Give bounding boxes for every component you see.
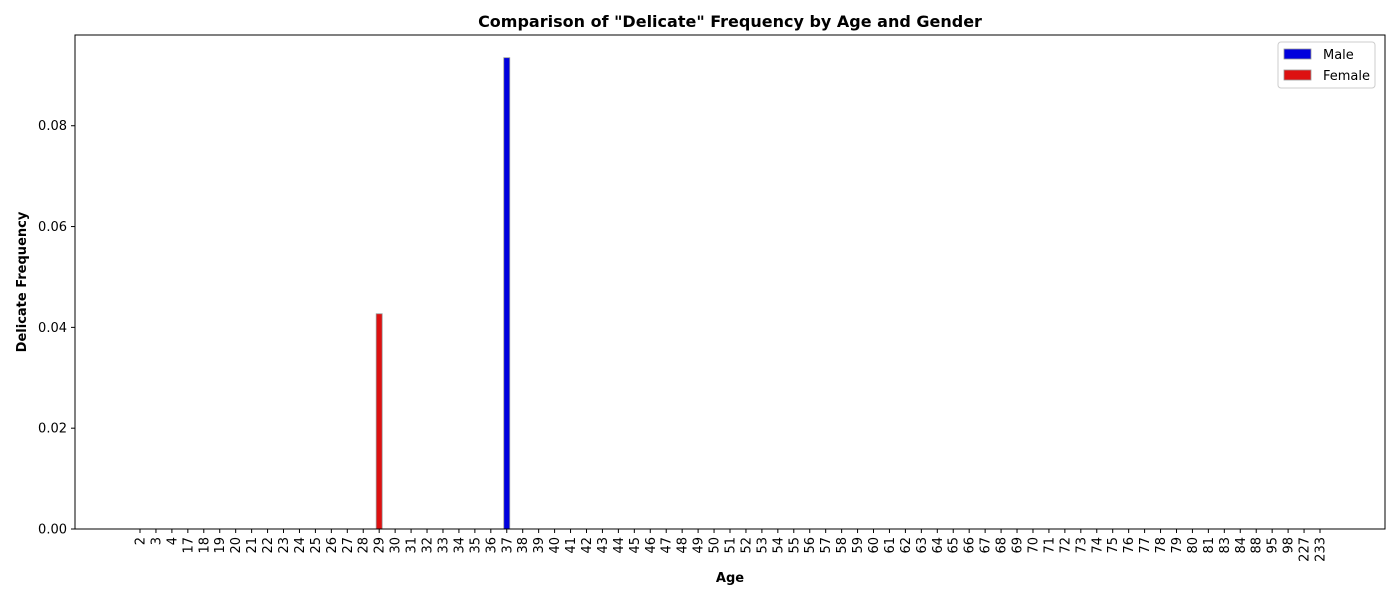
legend-swatch-male bbox=[1283, 48, 1312, 60]
x-tick-label: 66 bbox=[963, 537, 978, 554]
x-tick-label: 233 bbox=[1314, 537, 1329, 562]
x-tick-label: 47 bbox=[660, 537, 675, 554]
x-tick-label: 55 bbox=[787, 537, 802, 554]
x-tick-label: 38 bbox=[516, 537, 531, 554]
x-tick-label: 2 bbox=[134, 537, 149, 545]
x-axis-label: Age bbox=[716, 571, 744, 586]
legend-label-male: Male bbox=[1323, 48, 1354, 63]
x-tick-label: 33 bbox=[436, 537, 451, 554]
x-tick-label: 81 bbox=[1202, 537, 1217, 554]
x-tick-label: 61 bbox=[883, 537, 898, 554]
x-tick-label: 21 bbox=[245, 537, 260, 554]
x-tick-label: 84 bbox=[1234, 537, 1249, 554]
x-tick-label: 53 bbox=[755, 537, 770, 554]
x-tick-label: 18 bbox=[197, 537, 212, 554]
x-tick-label: 72 bbox=[1058, 537, 1073, 554]
x-tick-label: 3 bbox=[149, 537, 164, 545]
x-tick-label: 70 bbox=[1026, 537, 1041, 554]
x-tick-label: 78 bbox=[1154, 537, 1169, 554]
x-tick-label: 227 bbox=[1298, 537, 1313, 562]
y-tick-label: 0.00 bbox=[38, 523, 67, 538]
x-tick-label: 35 bbox=[468, 537, 483, 554]
x-tick-label: 51 bbox=[724, 537, 739, 554]
x-tick-label: 24 bbox=[293, 537, 308, 554]
x-tick-label: 58 bbox=[835, 537, 850, 554]
x-tick-label: 98 bbox=[1282, 537, 1297, 554]
x-tick-label: 64 bbox=[931, 537, 946, 554]
x-tick-label: 76 bbox=[1122, 537, 1137, 554]
x-tick-label: 77 bbox=[1138, 537, 1153, 554]
x-tick-label: 43 bbox=[596, 537, 611, 554]
x-tick-label: 95 bbox=[1266, 537, 1281, 554]
x-tick-label: 63 bbox=[915, 537, 930, 554]
plot-area: 0.000.020.040.060.082 3 4 17 18 19 20 21 22 23 24 2… bbox=[38, 34, 1386, 562]
x-tick-label: 57 bbox=[819, 537, 834, 554]
x-tick-label: 65 bbox=[947, 537, 962, 554]
legend-swatch-female bbox=[1283, 69, 1312, 81]
plot-frame bbox=[74, 34, 1386, 530]
x-tick-label: 80 bbox=[1186, 537, 1201, 554]
y-tick-label: 0.04 bbox=[38, 321, 67, 336]
x-tick-label: 40 bbox=[548, 537, 563, 554]
x-tick-label: 44 bbox=[612, 537, 627, 554]
x-tick-label: 41 bbox=[564, 537, 579, 554]
x-tick-label: 74 bbox=[1090, 537, 1105, 554]
x-tick-label: 59 bbox=[851, 537, 866, 554]
x-tick-label: 4 bbox=[165, 537, 180, 545]
y-tick-label: 0.06 bbox=[38, 220, 67, 235]
x-tick-label: 62 bbox=[899, 537, 914, 554]
x-tick-label: 48 bbox=[676, 537, 691, 554]
x-tick-label: 25 bbox=[309, 537, 324, 554]
x-tick-label: 32 bbox=[421, 537, 436, 554]
legend-label-female: Female bbox=[1323, 69, 1370, 84]
x-tick-label: 28 bbox=[357, 537, 372, 554]
x-tick-label: 45 bbox=[628, 537, 643, 554]
x-tick-label: 39 bbox=[532, 537, 547, 554]
y-axis-label: Delicate Frequency bbox=[15, 211, 30, 352]
bar-male-37 bbox=[503, 57, 511, 530]
x-tick-label: 46 bbox=[644, 537, 659, 554]
x-tick-label: 17 bbox=[181, 537, 196, 554]
x-tick-label: 23 bbox=[277, 537, 292, 554]
chart-title: Comparison of "Delicate" Frequency by Ag… bbox=[478, 12, 982, 31]
x-tick-label: 71 bbox=[1042, 537, 1057, 554]
x-tick-label: 30 bbox=[389, 537, 404, 554]
x-tick-label: 29 bbox=[373, 537, 388, 554]
x-tick-label: 56 bbox=[803, 537, 818, 554]
legend: Male Female bbox=[1277, 41, 1376, 89]
x-tick-label: 60 bbox=[867, 537, 882, 554]
y-tick-label: 0.02 bbox=[38, 422, 67, 437]
x-tick-label: 54 bbox=[771, 537, 786, 554]
x-tick-label: 69 bbox=[1011, 537, 1026, 554]
x-tick-label: 27 bbox=[341, 537, 356, 554]
x-tick-label: 36 bbox=[484, 537, 499, 554]
x-tick-label: 52 bbox=[739, 537, 754, 554]
x-tick-label: 31 bbox=[405, 537, 420, 554]
x-tick-label: 50 bbox=[708, 537, 723, 554]
x-tick-label: 88 bbox=[1250, 537, 1265, 554]
x-tick-label: 34 bbox=[452, 537, 467, 554]
x-tick-label: 22 bbox=[261, 537, 276, 554]
x-tick-label: 37 bbox=[500, 537, 515, 554]
x-tick-label: 67 bbox=[979, 537, 994, 554]
x-tick-label: 75 bbox=[1106, 537, 1121, 554]
y-tick-label: 0.08 bbox=[38, 119, 67, 134]
x-tick-label: 26 bbox=[325, 537, 340, 554]
x-tick-label: 73 bbox=[1074, 537, 1089, 554]
x-tick-label: 79 bbox=[1170, 537, 1185, 554]
x-tick-label: 83 bbox=[1218, 537, 1233, 554]
x-tick-label: 68 bbox=[995, 537, 1010, 554]
bar-female-29 bbox=[375, 313, 383, 530]
x-tick-label: 20 bbox=[229, 537, 244, 554]
x-tick-label: 49 bbox=[692, 537, 707, 554]
x-tick-label: 19 bbox=[213, 537, 228, 554]
x-tick-label: 42 bbox=[580, 537, 595, 554]
